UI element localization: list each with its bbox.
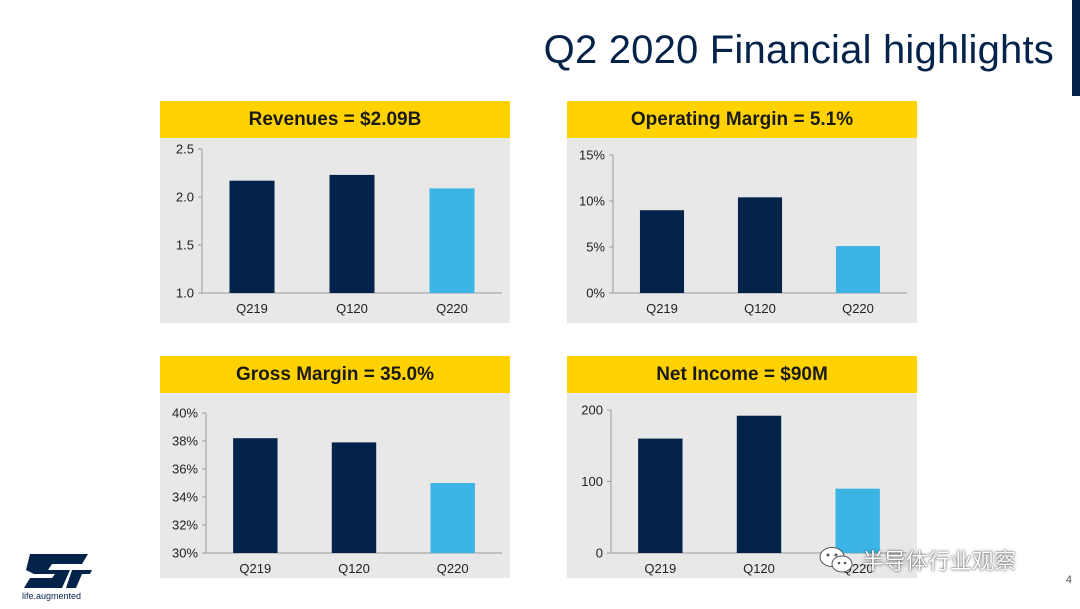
y-tick-label: 2.0 — [176, 190, 194, 205]
gross-margin-chart: 30% 32% 34% 36% 38% 40% Q219 Q120 Q220 — [172, 406, 502, 576]
y-tick-label: 2.5 — [176, 142, 194, 157]
y-tick-label: 38% — [172, 434, 198, 449]
x-tick-label: Q219 — [644, 561, 676, 576]
net-income-chart-title: Net Income = $90M — [567, 356, 917, 393]
bar-q120 — [331, 442, 377, 553]
x-tick-label: Q219 — [239, 561, 271, 576]
bar-q120 — [737, 197, 783, 293]
bar-q219 — [638, 438, 683, 553]
page-number: 4 — [1065, 574, 1072, 586]
x-tick-label: Q220 — [436, 301, 468, 316]
revenues-chart-title: Revenues = $2.09B — [160, 101, 510, 138]
net-income-chart-panel: Net Income = $90M 0 100 200 Q219 Q120 Q220 — [567, 356, 917, 578]
y-tick-label: 0% — [586, 286, 605, 301]
x-tick-label: Q220 — [437, 561, 469, 576]
y-tick-label: 30% — [172, 546, 198, 561]
gross-margin-chart-panel: Gross Margin = 35.0% 30% 32% 34% 36% 38% 40% Q… — [160, 356, 510, 578]
bar-q120 — [329, 174, 375, 293]
y-tick-label: 32% — [172, 518, 198, 533]
x-tick-label: Q219 — [646, 301, 678, 316]
y-tick-label: 1.5 — [176, 238, 194, 253]
x-tick-label: Q120 — [744, 301, 776, 316]
x-tick-label: Q120 — [743, 561, 775, 576]
watermark: 半导体行业观察 — [818, 544, 1016, 576]
operating-margin-chart-panel: Operating Margin = 5.1% 0% 5% 10% 15% Q219 Q1… — [567, 101, 917, 323]
revenues-chart-panel: Revenues = $2.09B 1.0 1.5 2.0 2.5 Q219 Q120 Q2… — [160, 101, 510, 323]
y-tick-label: 100 — [581, 474, 603, 489]
bar-q219 — [233, 438, 278, 553]
bar-q120 — [736, 415, 782, 553]
wechat-icon — [819, 547, 853, 573]
y-tick-label: 200 — [581, 403, 603, 418]
y-tick-label: 5% — [586, 240, 605, 255]
revenues-chart: 1.0 1.5 2.0 2.5 Q219 Q120 Q220 — [176, 142, 502, 316]
bar-q220 — [430, 483, 475, 553]
y-tick-label: 15% — [579, 148, 605, 163]
y-tick-label: 34% — [172, 490, 198, 505]
y-tick-label: 40% — [172, 406, 198, 421]
gross-margin-chart-title: Gross Margin = 35.0% — [160, 356, 510, 393]
bar-q220 — [835, 246, 881, 293]
bar-q220 — [429, 188, 475, 293]
watermark-text: 半导体行业观察 — [862, 550, 1017, 575]
x-tick-label: Q220 — [842, 301, 874, 316]
y-tick-label: 36% — [172, 462, 198, 477]
x-tick-label: Q219 — [236, 301, 268, 316]
bar-q219 — [639, 210, 685, 293]
y-tick-label: 0 — [596, 546, 603, 561]
y-tick-label: 10% — [579, 194, 605, 209]
operating-margin-chart-title: Operating Margin = 5.1% — [567, 101, 917, 138]
operating-margin-chart: 0% 5% 10% 15% Q219 Q120 Q220 — [579, 148, 907, 316]
x-tick-label: Q120 — [338, 561, 370, 576]
bar-q220 — [835, 488, 880, 553]
y-tick-label: 1.0 — [176, 286, 194, 301]
title-accent-bar — [1072, 0, 1080, 96]
x-tick-label: Q120 — [336, 301, 368, 316]
st-logo — [24, 554, 92, 588]
bar-q219 — [229, 180, 275, 293]
logo-tagline: life.augmented — [22, 591, 82, 601]
slide-title: Q2 2020 Financial highlights — [543, 28, 1054, 72]
